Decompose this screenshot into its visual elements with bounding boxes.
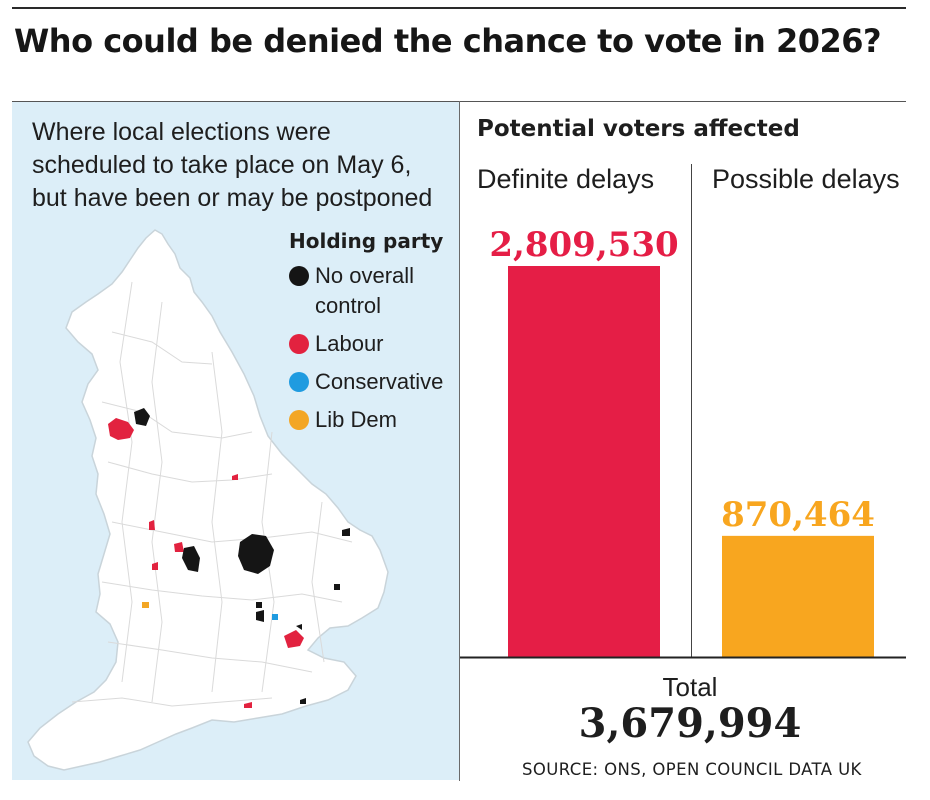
legend-swatch xyxy=(289,372,309,392)
bar-chart: 2,809,530 870,464 xyxy=(460,225,906,659)
source-note: SOURCE: ONS, OPEN COUNCIL DATA UK xyxy=(522,760,862,779)
postponed-councils xyxy=(108,408,350,708)
council-mid-noc-1 xyxy=(182,546,200,572)
total-label: Total xyxy=(662,672,718,702)
category-label-definite: Definite delays xyxy=(477,164,655,194)
map-caption: Where local elections were scheduled to … xyxy=(32,116,452,215)
column-divider xyxy=(691,164,692,658)
legend-swatch xyxy=(289,410,309,430)
council-mid-labour-2 xyxy=(174,542,184,552)
council-noc-north xyxy=(134,408,150,426)
council-northampton-noc xyxy=(238,534,274,574)
legend-label: Conservative xyxy=(315,369,444,394)
council-london-labour xyxy=(284,630,304,648)
headline: Who could be denied the chance to vote i… xyxy=(14,22,882,60)
bar-value-label: 870,464 xyxy=(721,495,875,535)
council-south-noc xyxy=(300,698,306,704)
total-value: 3,679,994 xyxy=(578,700,802,747)
legend-swatch xyxy=(289,334,309,354)
top-rule xyxy=(12,7,906,9)
council-small-labour-1 xyxy=(232,474,238,480)
council-mid-labour-3 xyxy=(152,562,158,570)
legend-item-no-overall-control: No overall control xyxy=(289,261,460,321)
map-caption-line: but have been or may be postponed xyxy=(32,184,433,212)
council-lancashire-labour xyxy=(108,418,134,440)
council-conservative xyxy=(272,614,278,620)
legend-item-lib-dem: Lib Dem xyxy=(289,405,460,435)
panel-divider xyxy=(459,101,460,781)
chart-title: Potential voters affected xyxy=(477,116,800,142)
map-caption-line: Where local elections were xyxy=(32,118,331,146)
legend-label: Labour xyxy=(315,331,384,356)
legend-title: Holding party xyxy=(289,229,444,253)
council-borders xyxy=(71,281,353,707)
council-noc-essex xyxy=(334,584,340,590)
council-noc-east xyxy=(342,528,350,536)
council-south-labour xyxy=(244,702,252,708)
legend-swatch xyxy=(289,266,309,286)
bar-possible-delays xyxy=(722,535,874,657)
legend-item-labour: Labour xyxy=(289,329,460,359)
council-small-noc-3 xyxy=(296,624,302,630)
england-map xyxy=(27,229,389,771)
legend-label: Lib Dem xyxy=(315,407,397,432)
bar-definite-delays xyxy=(508,266,660,657)
map-legend: Holding party No overall control Labour … xyxy=(289,229,460,435)
legend-label: control xyxy=(315,293,382,318)
bar-value-label: 2,809,530 xyxy=(489,225,678,265)
map-caption-line: scheduled to take place on May 6, xyxy=(32,151,412,179)
council-mid-labour-1 xyxy=(149,520,155,530)
council-small-noc-2 xyxy=(256,610,264,622)
map-panel: Where local elections were scheduled to … xyxy=(12,102,460,780)
legend-label: No overall xyxy=(315,263,415,288)
council-libdem xyxy=(142,602,149,608)
legend-item-conservative: Conservative xyxy=(289,367,460,397)
category-label-possible: Possible delays xyxy=(712,164,900,194)
council-small-noc-1 xyxy=(256,602,262,608)
